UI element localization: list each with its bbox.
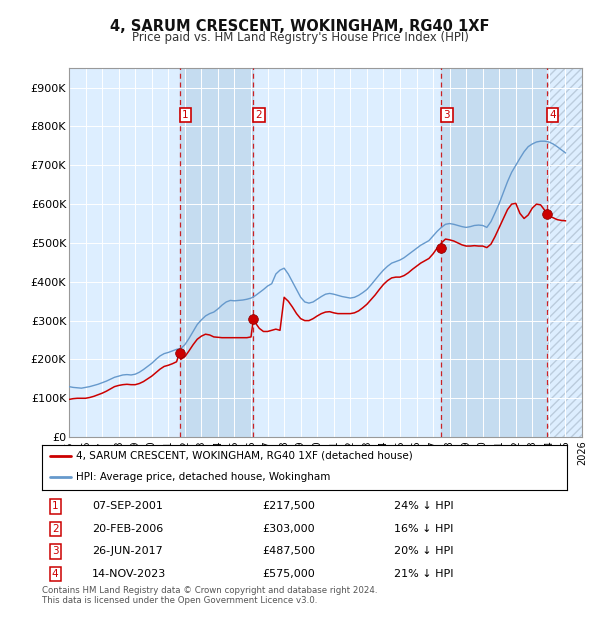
Text: 4, SARUM CRESCENT, WOKINGHAM, RG40 1XF (detached house): 4, SARUM CRESCENT, WOKINGHAM, RG40 1XF (… — [76, 451, 413, 461]
Text: 3: 3 — [52, 546, 58, 556]
Text: 20-FEB-2006: 20-FEB-2006 — [92, 524, 163, 534]
Text: 3: 3 — [443, 110, 450, 120]
Bar — [441, 68, 547, 437]
Text: £487,500: £487,500 — [263, 546, 316, 556]
Text: 16% ↓ HPI: 16% ↓ HPI — [394, 524, 453, 534]
Text: 2: 2 — [52, 524, 58, 534]
Bar — [179, 68, 253, 437]
Text: 24% ↓ HPI: 24% ↓ HPI — [394, 502, 454, 512]
Bar — [547, 68, 582, 437]
Text: 1: 1 — [182, 110, 188, 120]
Text: 26-JUN-2017: 26-JUN-2017 — [92, 546, 163, 556]
Text: Price paid vs. HM Land Registry's House Price Index (HPI): Price paid vs. HM Land Registry's House … — [131, 31, 469, 44]
Text: 21% ↓ HPI: 21% ↓ HPI — [394, 569, 453, 579]
Text: 4: 4 — [52, 569, 58, 579]
Text: 20% ↓ HPI: 20% ↓ HPI — [394, 546, 453, 556]
Bar — [547, 68, 582, 437]
Text: 07-SEP-2001: 07-SEP-2001 — [92, 502, 163, 512]
Text: 14-NOV-2023: 14-NOV-2023 — [92, 569, 166, 579]
Text: 1: 1 — [52, 502, 58, 512]
Text: Contains HM Land Registry data © Crown copyright and database right 2024.
This d: Contains HM Land Registry data © Crown c… — [42, 586, 377, 605]
Text: 4, SARUM CRESCENT, WOKINGHAM, RG40 1XF: 4, SARUM CRESCENT, WOKINGHAM, RG40 1XF — [110, 19, 490, 33]
Text: £303,000: £303,000 — [263, 524, 315, 534]
Text: 4: 4 — [549, 110, 556, 120]
Text: HPI: Average price, detached house, Wokingham: HPI: Average price, detached house, Woki… — [76, 472, 331, 482]
Text: £575,000: £575,000 — [263, 569, 315, 579]
Text: £217,500: £217,500 — [263, 502, 316, 512]
Text: 2: 2 — [256, 110, 262, 120]
